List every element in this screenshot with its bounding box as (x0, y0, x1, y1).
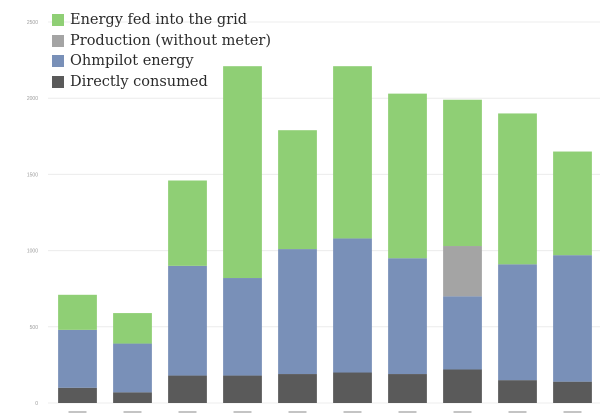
bar-segment-direct[interactable] (278, 374, 317, 403)
bar-segment-direct[interactable] (388, 374, 427, 403)
bars (58, 66, 592, 403)
bar-segment-direct[interactable] (223, 375, 262, 403)
bar-segment-grid-feed-in[interactable] (168, 180, 207, 266)
bar-segment-direct[interactable] (168, 375, 207, 403)
bar-segment-grid-feed-in[interactable] (333, 66, 372, 239)
bar-segment-ohmpilot[interactable] (443, 296, 482, 370)
legend-swatch-grid-feed-in (52, 14, 64, 27)
bar-segment-grid-feed-in[interactable] (388, 93, 427, 259)
y-tick-label: 1500 (27, 172, 38, 178)
legend: Energy fed into the grid Production (wit… (52, 10, 271, 92)
legend-swatch-directly-consumed (52, 75, 64, 88)
bar-segment-ohmpilot[interactable] (223, 278, 262, 376)
bar-segment-ohmpilot[interactable] (113, 343, 152, 393)
y-axis-ticks: 0 500 1000 1500 2000 2500 (27, 20, 38, 407)
legend-item-directly-consumed[interactable]: Directly consumed (52, 72, 271, 93)
y-tick-label: 0 (35, 401, 38, 407)
y-tick-label: 500 (30, 325, 39, 331)
legend-label-directly-consumed: Directly consumed (70, 73, 208, 90)
legend-label-production-no-meter: Production (without meter) (70, 32, 272, 49)
bar-segment-grid-feed-in[interactable] (58, 294, 97, 330)
bar-segment-direct[interactable] (498, 380, 537, 403)
legend-label-grid-feed-in: Energy fed into the grid (70, 12, 247, 28)
bar-segment-direct[interactable] (113, 392, 152, 403)
legend-item-grid-feed-in[interactable]: Energy fed into the grid (52, 10, 271, 31)
bar-segment-direct[interactable] (553, 381, 592, 403)
bar-segment-grid-feed-in[interactable] (113, 313, 152, 344)
bar-segment-grid-feed-in[interactable] (223, 66, 262, 279)
bar-segment-ohmpilot[interactable] (58, 329, 97, 388)
y-tick-label: 1000 (27, 249, 38, 255)
bar-segment-direct[interactable] (58, 387, 97, 403)
legend-item-ohmpilot[interactable]: Ohmpilot energy (52, 51, 271, 72)
bar-segment-grid-feed-in[interactable] (443, 99, 482, 247)
bar-segment-ohmpilot[interactable] (553, 255, 592, 382)
bar-segment-ohmpilot[interactable] (388, 258, 427, 375)
legend-item-production-no-meter[interactable]: Production (without meter) (52, 31, 271, 52)
legend-swatch-ohmpilot (52, 55, 64, 68)
bar-segment-grid-feed-in[interactable] (553, 151, 592, 256)
legend-label-ohmpilot: Ohmpilot energy (70, 53, 194, 69)
y-tick-label: 2500 (27, 20, 38, 26)
y-tick-label: 2000 (27, 96, 38, 102)
legend-swatch-production-no-meter (52, 34, 64, 47)
bar-segment-ohmpilot[interactable] (168, 265, 207, 376)
bar-segment-ohmpilot[interactable] (278, 249, 317, 375)
bar-segment-grid-feed-in[interactable] (278, 130, 317, 250)
bar-segment-ohmpilot[interactable] (333, 238, 372, 373)
bar-segment-direct[interactable] (443, 369, 482, 403)
bar-segment-production-no-meter[interactable] (443, 246, 482, 297)
bar-segment-grid-feed-in[interactable] (498, 113, 537, 265)
bar-segment-direct[interactable] (333, 372, 372, 403)
bar-segment-ohmpilot[interactable] (498, 264, 537, 381)
